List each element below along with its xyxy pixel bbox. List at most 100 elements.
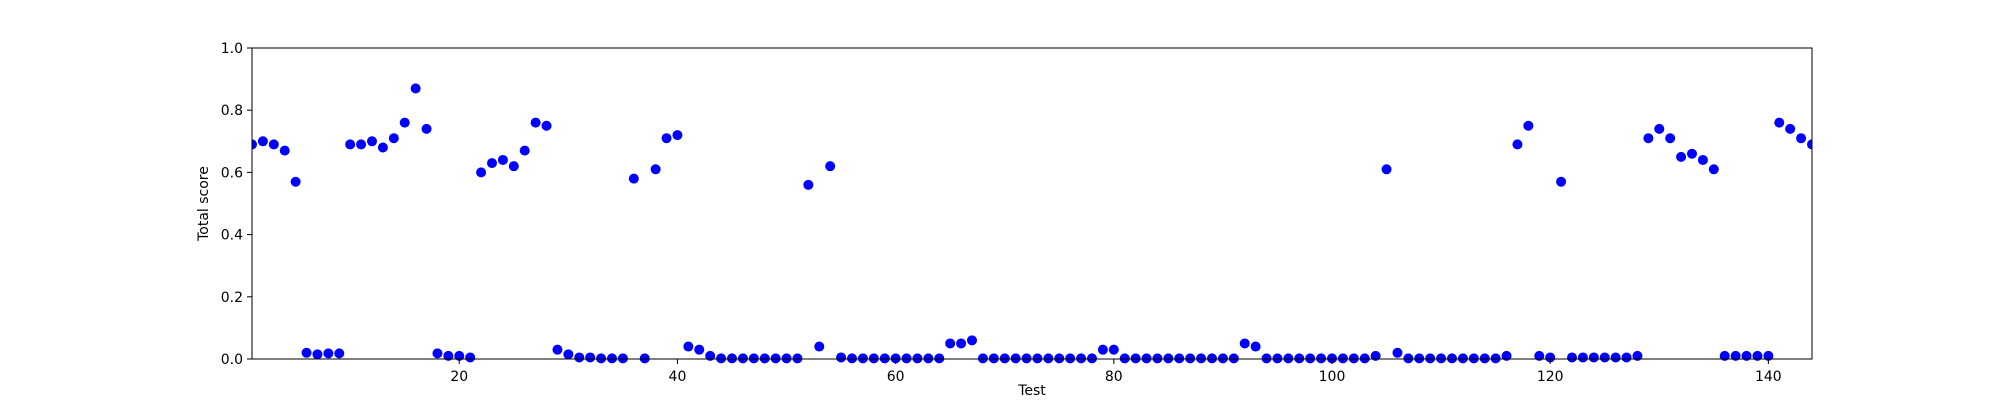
data-point [1676, 151, 1687, 162]
x-tick-label: 40 [669, 369, 687, 385]
data-point [988, 353, 999, 364]
data-point [388, 133, 399, 144]
data-point [694, 344, 705, 355]
data-point [1403, 353, 1414, 364]
data-point [585, 352, 596, 363]
data-point [737, 353, 748, 364]
data-point [1261, 353, 1272, 364]
data-point [519, 145, 530, 156]
data-point [1632, 350, 1643, 361]
data-point [1588, 352, 1599, 363]
y-tick-label: 0.0 [221, 352, 243, 368]
data-point [759, 353, 770, 364]
data-point [367, 136, 377, 147]
data-point [1185, 353, 1196, 364]
data-point [1523, 120, 1534, 131]
data-point [1490, 353, 1501, 364]
x-tick-label: 100 [1319, 369, 1346, 385]
data-point [530, 117, 541, 128]
data-point [290, 176, 301, 187]
data-point [1032, 353, 1043, 364]
data-point [1708, 164, 1719, 175]
data-point [1228, 353, 1239, 364]
data-point [1196, 353, 1207, 364]
data-point [890, 353, 901, 364]
data-point [1337, 353, 1348, 364]
data-point [1414, 353, 1425, 364]
data-point [1370, 350, 1381, 361]
data-point [1730, 350, 1741, 361]
x-axis-label: Test [1017, 383, 1046, 399]
data-point [1163, 353, 1174, 364]
data-point [1447, 353, 1457, 364]
data-point [748, 353, 759, 364]
data-point [617, 353, 628, 364]
data-point [934, 353, 945, 364]
data-point [1468, 353, 1479, 364]
data-point [1217, 353, 1228, 364]
data-point [1294, 353, 1305, 364]
data-point [847, 353, 857, 364]
data-point [356, 139, 367, 150]
data-point [1076, 353, 1087, 364]
data-point [574, 352, 585, 363]
data-point [1610, 352, 1621, 363]
data-point [1436, 353, 1447, 364]
data-point [1392, 347, 1403, 358]
data-point [792, 353, 803, 364]
data-point [1283, 353, 1294, 364]
data-point [901, 353, 912, 364]
data-point [639, 353, 650, 364]
data-point [1687, 148, 1697, 159]
data-point [1119, 353, 1130, 364]
data-point [1381, 164, 1392, 175]
data-point [252, 139, 257, 150]
data-point [1785, 123, 1796, 134]
data-point [1741, 350, 1752, 361]
data-point [1763, 350, 1774, 361]
data-point [1065, 353, 1076, 364]
data-point [1174, 353, 1185, 364]
data-point [312, 349, 323, 360]
data-point [836, 352, 847, 363]
data-point [1479, 353, 1490, 364]
data-point [552, 344, 563, 355]
x-tick-label: 80 [1105, 369, 1123, 385]
data-point [1534, 350, 1545, 361]
data-point [650, 164, 661, 175]
data-point [1239, 338, 1250, 349]
data-point [1752, 350, 1763, 361]
data-point [1097, 344, 1108, 355]
data-point [1545, 352, 1556, 363]
data-point [956, 338, 967, 349]
data-point [716, 353, 727, 364]
data-point [1250, 341, 1261, 352]
data-point [770, 353, 781, 364]
data-point [1621, 352, 1632, 363]
y-tick-label: 0.8 [221, 103, 243, 119]
data-point [377, 142, 388, 153]
data-point [977, 353, 988, 364]
data-point [257, 136, 268, 147]
data-point [1719, 350, 1730, 361]
data-point [672, 130, 683, 141]
data-point [628, 173, 639, 184]
data-point [1021, 353, 1032, 364]
data-point [1359, 353, 1370, 364]
data-point [465, 352, 476, 363]
data-point [1577, 352, 1588, 363]
y-tick-label: 1.0 [221, 41, 243, 57]
data-point [879, 353, 890, 364]
data-point [945, 338, 956, 349]
data-point [923, 353, 934, 364]
y-tick-label: 0.6 [221, 165, 243, 181]
data-point [1807, 139, 1812, 150]
data-point [912, 353, 923, 364]
data-point [781, 353, 792, 364]
data-point [345, 139, 356, 150]
data-point [541, 120, 552, 131]
data-point [497, 154, 508, 165]
data-point [1327, 353, 1337, 364]
y-tick-label: 0.4 [221, 228, 243, 244]
